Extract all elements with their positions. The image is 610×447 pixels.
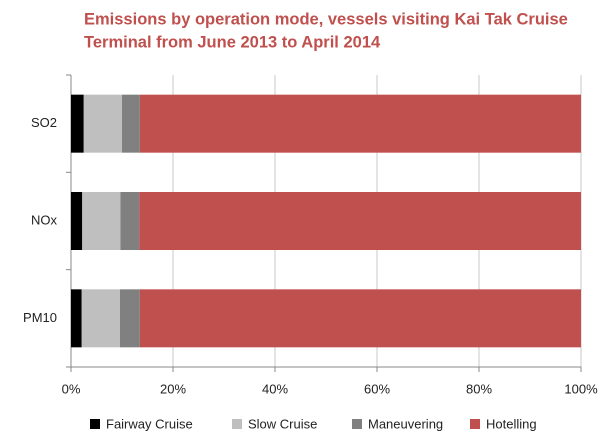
y-tick-label: PM10 — [23, 310, 57, 325]
bar-segment — [71, 192, 83, 250]
chart-title: Emissions by operation mode, vessels vis… — [84, 10, 568, 28]
x-tick-label: 80% — [466, 381, 492, 396]
bar-segment — [71, 94, 84, 153]
legend-label: Hotelling — [486, 416, 537, 431]
y-tick-label: NOx — [31, 212, 58, 227]
bar-segment — [81, 289, 120, 348]
x-tick-label: 20% — [160, 381, 186, 396]
x-tick-label: 0% — [62, 381, 81, 396]
bar-segment — [139, 192, 581, 250]
legend-swatch — [470, 419, 480, 429]
bar-segment — [71, 289, 82, 348]
legend-swatch — [90, 419, 100, 429]
bar-segment — [120, 192, 140, 250]
chart-title: Terminal from June 2013 to April 2014 — [84, 33, 381, 51]
x-tick-label: 40% — [262, 381, 288, 396]
x-tick-label: 100% — [564, 381, 598, 396]
y-tick-label: SO2 — [31, 115, 57, 130]
legend-swatch — [232, 419, 242, 429]
bar-segment — [119, 289, 140, 348]
legend-swatch — [352, 419, 362, 429]
x-tick-label: 60% — [364, 381, 390, 396]
bar-segment — [139, 289, 581, 348]
bar-segment — [139, 94, 581, 153]
bar-segment — [122, 94, 140, 153]
legend-label: Fairway Cruise — [106, 416, 193, 431]
bar-segment — [82, 192, 121, 250]
legend-label: Maneuvering — [368, 416, 443, 431]
bar-segment — [83, 94, 122, 153]
legend-label: Slow Cruise — [248, 416, 317, 431]
